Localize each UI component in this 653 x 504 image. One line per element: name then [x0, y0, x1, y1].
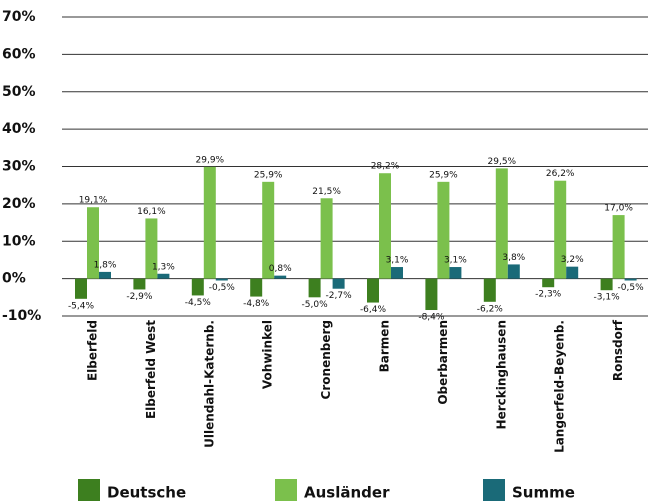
value-label: -5,4% — [68, 301, 95, 311]
value-label: -0,5% — [209, 283, 236, 293]
value-label: -6,4% — [360, 305, 387, 315]
bar — [250, 278, 263, 297]
bar — [75, 278, 87, 299]
value-label: 26,2% — [546, 169, 575, 179]
x-tick-label: Vohwinkel — [261, 320, 275, 389]
bar — [379, 173, 391, 279]
y-tick-label: 10% — [2, 233, 36, 249]
y-tick-label: -10% — [2, 308, 41, 324]
value-label: 0,8% — [269, 264, 292, 274]
bar — [554, 180, 567, 279]
value-label: -6,2% — [477, 304, 504, 314]
bar — [507, 264, 520, 279]
value-label: -4,8% — [243, 299, 270, 309]
value-label: -5,0% — [302, 300, 329, 310]
value-label: 29,9% — [196, 155, 225, 165]
y-tick-label: 50% — [2, 84, 36, 100]
legend-label: Summe — [512, 484, 575, 502]
bar — [308, 278, 321, 298]
bar — [483, 278, 496, 302]
value-label: 1,3% — [152, 262, 175, 272]
value-label: 1,8% — [94, 260, 117, 270]
x-tick-label: Langerfeld-Beyenb. — [553, 320, 567, 453]
value-label: -2,9% — [126, 292, 153, 302]
value-label: 3,1% — [386, 256, 409, 266]
legend-label: Ausländer — [304, 484, 390, 502]
x-tick-label: Oberbarmen — [436, 320, 450, 405]
bar — [191, 278, 204, 296]
y-tick-label: 60% — [2, 46, 36, 62]
bar — [87, 207, 99, 279]
y-tick-label: 30% — [2, 159, 36, 175]
bar — [99, 271, 111, 279]
value-label: 3,2% — [561, 255, 584, 265]
value-label: 17,0% — [604, 204, 633, 214]
bar — [600, 278, 613, 291]
bar — [425, 278, 438, 311]
bar — [391, 267, 403, 279]
bar — [203, 166, 216, 279]
value-label: -3,1% — [594, 293, 621, 303]
value-label: -2,7% — [326, 291, 353, 301]
value-label: -2,3% — [535, 290, 562, 300]
x-tick-label: Barmen — [378, 320, 392, 372]
bar — [215, 278, 228, 281]
bar — [320, 198, 333, 279]
bar — [495, 168, 508, 279]
x-tick-label: Ullendahl-Katernb. — [202, 320, 216, 448]
x-tick-label: Elberfeld — [86, 320, 100, 381]
value-label: 3,8% — [502, 253, 525, 263]
y-tick-label: 20% — [2, 196, 36, 212]
y-tick-label: 0% — [2, 271, 26, 287]
bar — [145, 218, 158, 279]
legend-swatch — [78, 479, 100, 501]
value-label: 25,9% — [254, 170, 283, 180]
x-tick-label: Elberfeld West — [144, 320, 158, 419]
bar — [449, 267, 462, 279]
legend-label: Deutsche — [107, 484, 186, 502]
value-label: 3,1% — [444, 256, 467, 266]
x-tick-label: Ronsdorf — [611, 319, 625, 381]
value-label: -4,5% — [185, 298, 212, 308]
bar — [274, 275, 287, 279]
legend-swatch — [483, 479, 505, 501]
bar — [262, 181, 275, 279]
value-label: -0,5% — [618, 283, 645, 293]
bar — [624, 278, 637, 281]
x-tick-label: Herckinghausen — [494, 320, 508, 429]
bar — [157, 273, 170, 279]
legend-swatch — [275, 479, 297, 501]
y-tick-label: 40% — [2, 121, 36, 137]
bar — [367, 278, 379, 303]
bar — [566, 266, 579, 279]
bar — [437, 181, 450, 279]
x-tick-label: Cronenberg — [319, 320, 333, 399]
value-label: 19,1% — [79, 196, 108, 206]
bar — [133, 278, 146, 290]
value-label: -8,4% — [418, 313, 445, 323]
bar — [612, 215, 625, 279]
value-label: 25,9% — [429, 170, 458, 180]
y-tick-label: 70% — [2, 9, 36, 25]
value-label: 29,5% — [488, 157, 517, 167]
value-label: 16,1% — [137, 207, 166, 217]
bar — [332, 278, 345, 289]
value-label: 28,2% — [371, 162, 400, 172]
bar — [542, 278, 555, 288]
value-label: 21,5% — [312, 187, 341, 197]
